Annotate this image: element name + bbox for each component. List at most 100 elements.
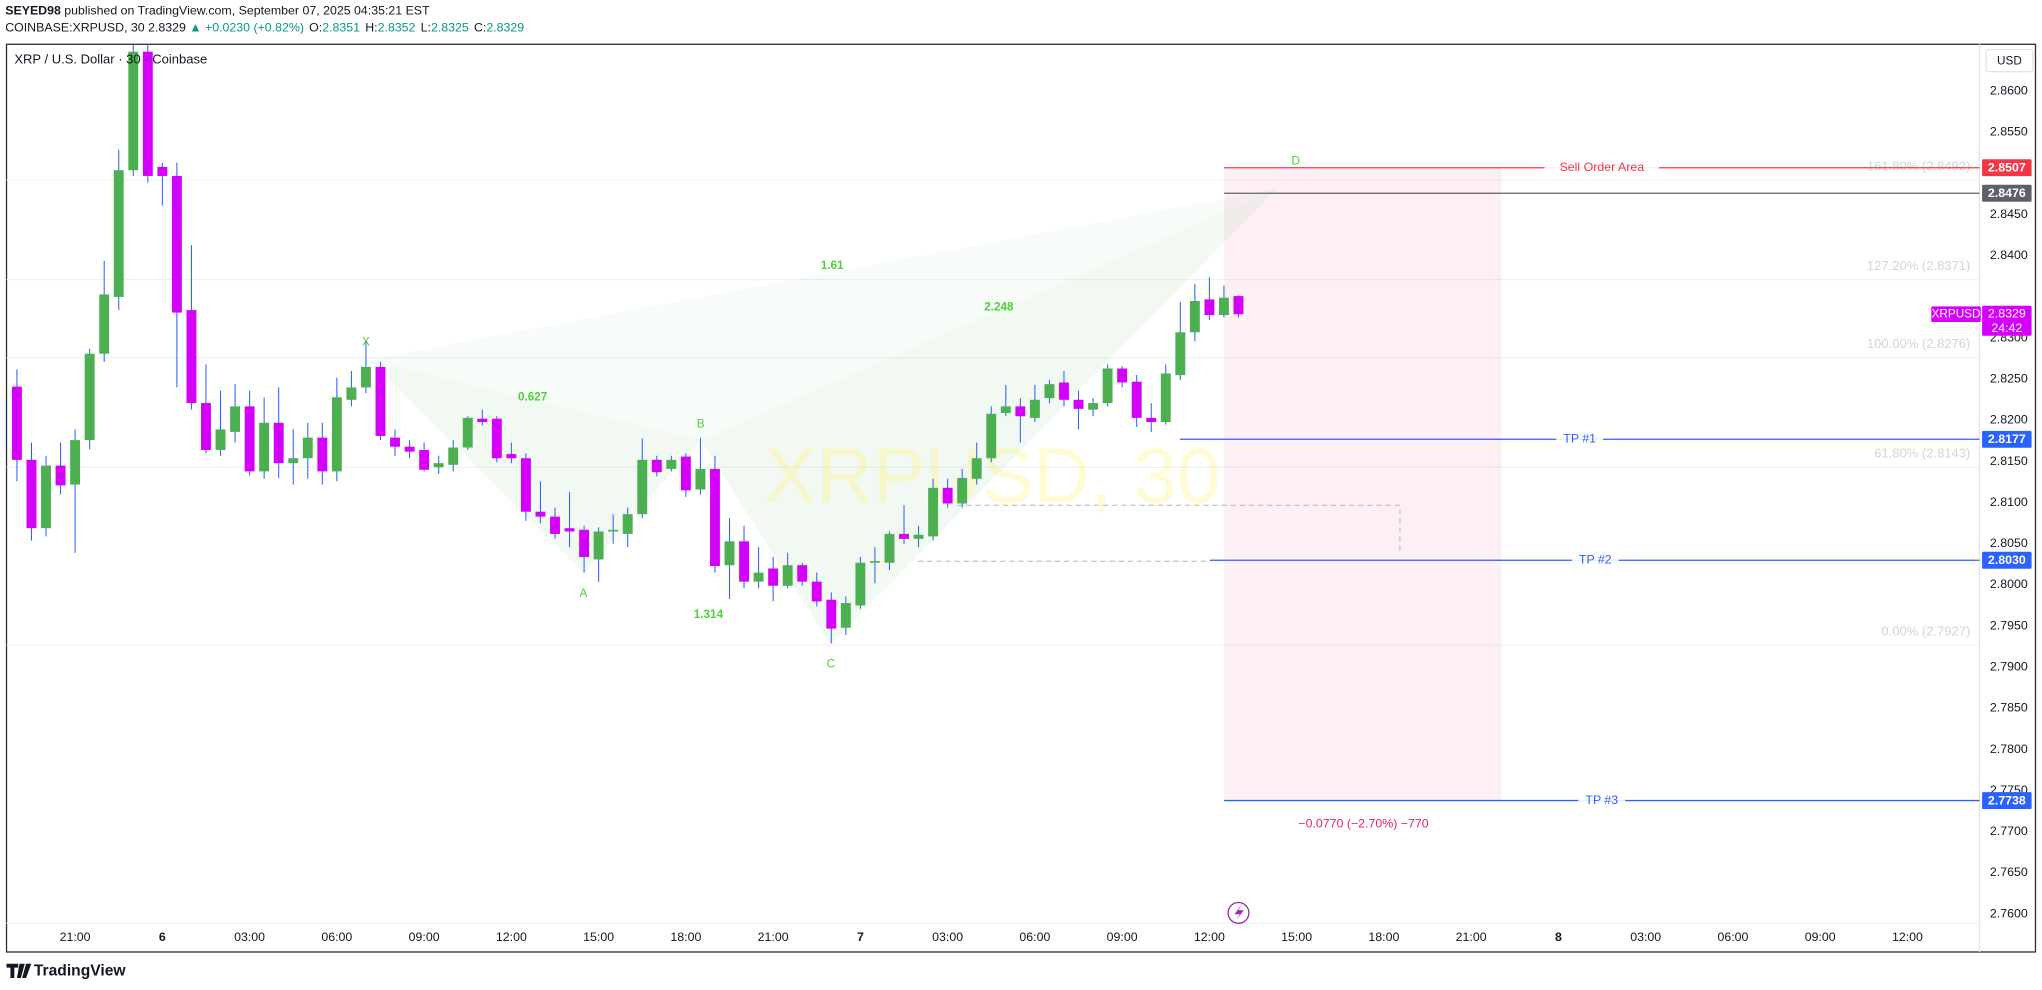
candle-body: [1117, 368, 1128, 383]
candle-body: [811, 581, 822, 602]
candle-body: [1088, 403, 1099, 410]
candle-body: [782, 565, 793, 586]
fib-label: 0.00% (2.7927): [1881, 623, 1970, 638]
candle-body: [739, 541, 749, 582]
price-badge-label: 2.8177: [1988, 432, 2026, 446]
y-tick-label: 2.7650: [1990, 865, 2028, 879]
candle-body: [1015, 406, 1026, 417]
candle-body: [491, 418, 502, 459]
ohlc-key: L:: [421, 21, 431, 35]
level-label-bg: [1571, 553, 1619, 567]
y-tick-label: 2.8200: [1990, 413, 2028, 427]
candle-body: [535, 511, 546, 517]
x-tick-label: 15:00: [1281, 930, 1312, 944]
candle-body: [259, 422, 270, 472]
candle-body: [768, 568, 779, 586]
change: ▲ +0.0230 (+0.82%): [189, 21, 304, 35]
candle-body: [186, 310, 197, 404]
y-tick-label: 2.8450: [1990, 207, 2028, 221]
candle-body: [1059, 382, 1069, 400]
candle-body: [230, 406, 241, 432]
x-tick-label: 06:00: [1019, 930, 1050, 944]
candle-body: [753, 572, 764, 582]
currency: USD: [1997, 54, 2022, 67]
candle-body: [797, 565, 808, 582]
candle-body: [375, 366, 386, 436]
header-quote: COINBASE:XRPUSD, 30 2.8329 ▲ +0.0230 (+0…: [5, 21, 524, 35]
symbol: COINBASE:XRPUSD, 30: [5, 21, 145, 35]
candle-body: [11, 386, 22, 460]
candle-body: [55, 465, 66, 486]
pattern-point: A: [580, 587, 588, 600]
logo: TradingView: [34, 963, 127, 980]
candle-body: [84, 353, 95, 441]
candle-body: [913, 534, 924, 539]
candle-body: [637, 459, 648, 515]
last-price-badge: [1982, 305, 2032, 336]
x-tick-label: 6: [159, 930, 166, 944]
ohlc-value: 2.8329: [486, 21, 524, 35]
level-label-bg: [1578, 794, 1626, 808]
candle-body: [899, 533, 909, 539]
candle-body: [1218, 297, 1229, 316]
candle-body: [1044, 384, 1055, 399]
candle-body: [41, 465, 51, 529]
candle-body: [157, 166, 168, 176]
ohlc-value: 2.8352: [378, 21, 416, 35]
price-badge: [1982, 184, 2032, 202]
pattern-point: B: [697, 418, 705, 431]
y-tick-label: 2.8600: [1990, 83, 2028, 97]
candle-body: [520, 458, 531, 512]
candle-body: [506, 454, 517, 459]
price-badge-label: 2.7738: [1988, 793, 2026, 807]
ohlc-key: C:: [474, 21, 486, 35]
candle-body: [608, 529, 619, 532]
pattern-ratio: 2.248: [984, 300, 1014, 313]
y-tick-label: 2.8050: [1990, 536, 2028, 550]
candle-body: [971, 458, 982, 479]
x-tick-label: 09:00: [1107, 930, 1138, 944]
candle-body: [419, 449, 430, 470]
price-badge-label: 2.8476: [1988, 186, 2026, 200]
price-badge: [1982, 792, 2032, 810]
candle-body: [622, 514, 633, 534]
pattern-point: D: [1292, 155, 1300, 168]
candle-body: [302, 437, 313, 459]
x-tick-label: 09:00: [1805, 930, 1836, 944]
ohlc-key: H:: [365, 21, 377, 35]
candle-body: [1233, 296, 1244, 315]
last-price-name: XRPUSD: [1932, 307, 1981, 320]
ohlc-value: 2.8351: [322, 21, 360, 35]
y-tick-label: 2.7850: [1990, 701, 2028, 715]
candle-body: [1146, 417, 1157, 423]
candle-body: [448, 447, 459, 465]
x-tick-label: 12:00: [496, 930, 527, 944]
candle-body: [884, 533, 895, 563]
price-badge: [1982, 430, 2032, 448]
ohlc-key: O:: [309, 21, 322, 35]
candle-body: [1175, 332, 1186, 376]
pattern-ratio: 1.314: [694, 608, 724, 621]
pattern-xab: [368, 359, 701, 574]
x-tick-label: 18:00: [1368, 930, 1399, 944]
candle-body: [942, 487, 953, 504]
header-line: SEYED98 published on TradingView.com, Se…: [5, 4, 430, 18]
x-tick-label: 21:00: [60, 930, 91, 944]
candle-body: [99, 294, 110, 354]
y-tick-label: 2.8000: [1990, 577, 2028, 591]
y-tick-label: 2.7700: [1990, 824, 2028, 838]
currency-box[interactable]: [1985, 48, 2034, 73]
x-tick-label: 06:00: [321, 930, 352, 944]
level-label-bg: [1544, 161, 1660, 175]
candle-body: [201, 403, 211, 450]
candle-body: [1000, 406, 1011, 413]
candle-body: [826, 599, 837, 629]
x-tick-label: 15:00: [583, 930, 614, 944]
candle-body: [244, 406, 255, 472]
candle-body: [142, 51, 153, 176]
candle-body: [710, 468, 720, 567]
x-tick-label: 8: [1555, 930, 1562, 944]
x-tick-label: 03:00: [1630, 930, 1661, 944]
